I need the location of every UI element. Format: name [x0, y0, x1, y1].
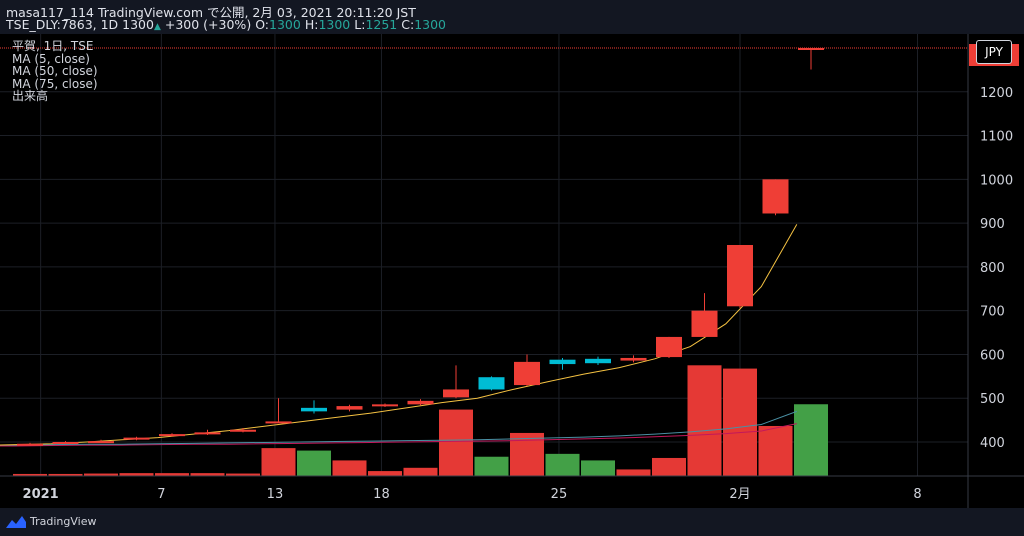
legend-ma75[interactable]: MA (75, close)	[12, 76, 98, 91]
price-tick-label: 700	[980, 305, 1005, 320]
candle-body	[727, 245, 753, 307]
volume-bar	[510, 432, 544, 476]
volume-bar	[13, 473, 47, 476]
price-tick-label: 400	[980, 436, 1005, 451]
volume-bar	[261, 448, 296, 476]
candle-body	[691, 310, 718, 337]
candle-body	[17, 443, 43, 446]
candle-body	[159, 434, 185, 437]
candle-body	[514, 361, 540, 386]
change-label: +300 (+30%)	[164, 17, 252, 32]
candle-body	[762, 179, 789, 214]
chart-footer: TradingView	[0, 508, 1024, 536]
ma5-line	[0, 224, 798, 446]
candle-body	[549, 359, 576, 365]
published-info: masa117_114 TradingView.com で公開, 2月 03, …	[6, 5, 416, 20]
volume-bar	[758, 425, 793, 476]
open-value: 1300	[269, 17, 301, 32]
brand[interactable]: TradingView	[6, 515, 96, 528]
candle-body	[265, 421, 292, 424]
volume-bar	[48, 473, 83, 476]
volume-bar	[474, 456, 509, 476]
candle-body	[585, 358, 611, 364]
volume-bar	[190, 473, 225, 476]
candle-body	[620, 357, 647, 361]
volume-bar	[226, 473, 260, 476]
price-tick-label: 800	[980, 261, 1005, 276]
candle-body	[336, 406, 363, 410]
volume-bar	[332, 460, 367, 476]
close-label: C:	[401, 17, 415, 32]
time-tick-label: 13	[267, 487, 284, 502]
open-label: O:	[255, 17, 270, 32]
ma75-line	[0, 423, 797, 447]
time-tick-label: 18	[373, 487, 390, 502]
indicator-legend: 平賀, 1日, TSE MA (5, close) MA (50, close)…	[12, 40, 98, 103]
brand-label: TradingView	[30, 515, 97, 528]
volume-bar	[119, 473, 154, 476]
candle-body	[52, 442, 79, 444]
low-value: 1251	[365, 17, 398, 32]
symbol-ohlc-line: TSE_DLY:7863, 1D 1300▲ +300 (+30%) O:130…	[6, 17, 446, 32]
legend-volume[interactable]: 出来高	[12, 89, 49, 103]
volume-bar	[84, 473, 118, 476]
price-tick-label: 1200	[980, 86, 1013, 101]
symbol-label: TSE_DLY:7863, 1D 1300	[6, 17, 154, 32]
volume-bar	[687, 365, 722, 476]
candle-body	[407, 400, 434, 405]
volume-bar	[403, 467, 438, 476]
tradingview-logo-icon	[6, 515, 26, 528]
price-tick-label: 1100	[980, 130, 1013, 145]
candlestick-chart[interactable]: 400 500 600 700 800 900 1000 1100 1200 2021 7 13 18 2…	[0, 34, 1024, 508]
candle-body	[478, 377, 505, 390]
high-value: 1300	[318, 17, 351, 32]
price-tick-label: 900	[980, 217, 1005, 232]
candle-body	[230, 429, 256, 432]
low-label: L:	[354, 17, 366, 32]
volume-bar	[794, 404, 828, 476]
chart-header: masa117_114 TradingView.com で公開, 2月 03, …	[0, 0, 1024, 34]
currency-button[interactable]: JPY	[976, 40, 1012, 64]
time-tick-label: 2021	[23, 487, 59, 502]
legend-ma50[interactable]: MA (50, close)	[12, 64, 98, 78]
candle-body	[123, 437, 150, 440]
candle-body	[88, 441, 114, 444]
candle-body	[656, 336, 682, 358]
volume-bar	[155, 473, 189, 476]
volume-bar	[581, 460, 615, 476]
candle-body	[798, 48, 824, 50]
legend-ma5[interactable]: MA (5, close)	[12, 51, 90, 66]
volume-bar	[652, 457, 686, 476]
close-value: 1300	[414, 17, 446, 32]
volume-bar	[616, 469, 651, 476]
volume-bar	[545, 453, 580, 476]
candle-body	[372, 404, 398, 407]
price-tick-label: 600	[980, 348, 1005, 363]
volume-bar	[297, 450, 331, 476]
ma50-line	[0, 410, 797, 446]
candle-body	[194, 432, 221, 435]
candle-body	[443, 389, 469, 398]
volume-bar	[723, 368, 757, 476]
time-tick-label: 7	[157, 487, 165, 502]
high-label: H:	[304, 17, 319, 32]
legend-symbol[interactable]: 平賀, 1日, TSE	[12, 39, 94, 53]
time-tick-label: 8	[913, 487, 921, 502]
candle-body	[301, 407, 327, 412]
price-axis-bg	[968, 34, 1024, 508]
volume-bar	[439, 409, 473, 476]
time-tick-label: 2月	[729, 487, 750, 502]
price-tick-label: 500	[980, 392, 1005, 407]
volume-bar	[368, 471, 402, 476]
price-tick-label: 1000	[980, 173, 1013, 188]
time-tick-label: 25	[551, 487, 568, 502]
up-triangle-icon: ▲	[153, 22, 161, 32]
